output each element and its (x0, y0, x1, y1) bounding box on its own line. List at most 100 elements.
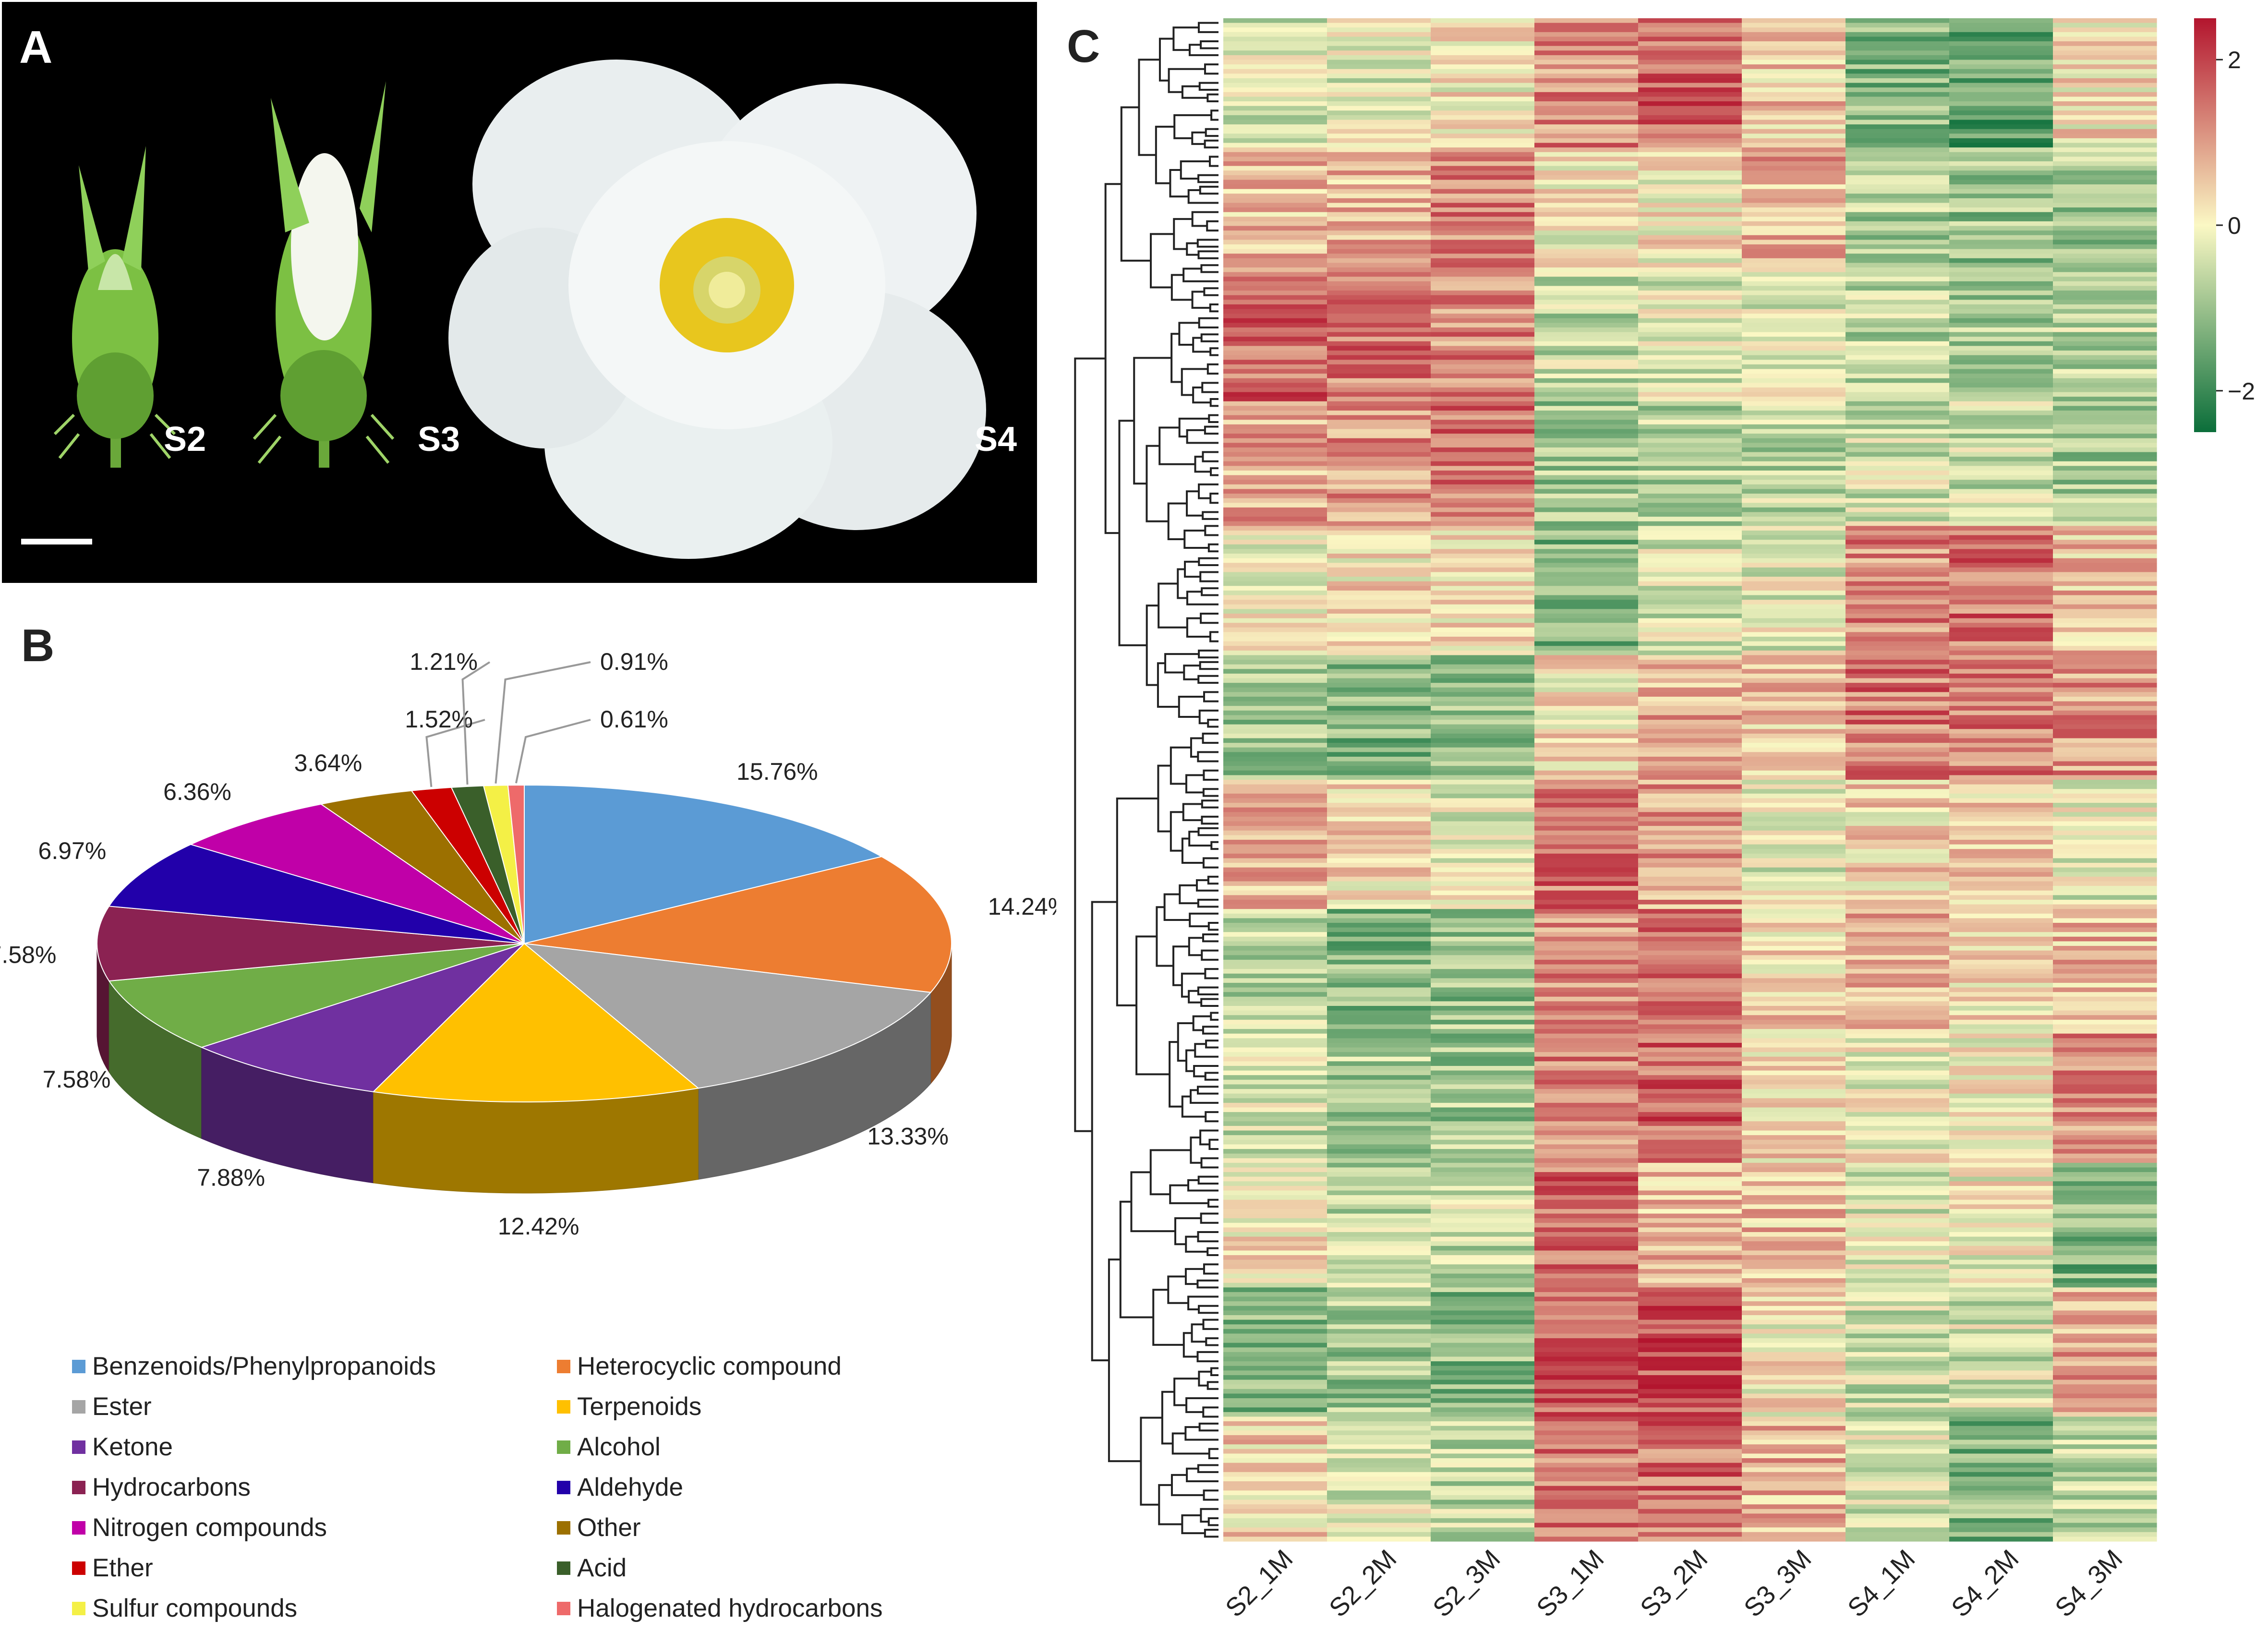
heatmap-cell (1327, 1361, 1431, 1367)
heatmap-cell (1638, 64, 1742, 70)
heatmap-cell (1638, 420, 1742, 425)
heatmap-cell (1638, 1176, 1742, 1182)
heatmap-cell (1846, 530, 1950, 536)
heatmap-cell (1742, 406, 1846, 411)
heatmap-cell (1223, 973, 1327, 979)
heatmap-cell (1534, 738, 1639, 743)
heatmap-cell (1223, 1301, 1327, 1306)
heatmap-cell (1742, 507, 1846, 513)
heatmap-cell (1431, 337, 1535, 342)
heatmap-cell (1742, 27, 1846, 33)
heatmap-cell (1949, 627, 2053, 633)
heatmap-cell (1949, 987, 2053, 992)
heatmap-cell (1949, 198, 2053, 204)
heatmap-cell (1742, 1079, 1846, 1085)
heatmap-cell (2053, 761, 2157, 766)
heatmap-cell (1638, 1486, 1742, 1491)
heatmap-cell (1431, 484, 1535, 490)
heatmap-cell (1534, 1089, 1639, 1094)
heatmap-cell (1949, 835, 2053, 840)
heatmap-cell (1327, 110, 1431, 116)
heatmap-cell (1846, 1476, 1950, 1482)
heatmap-cell (1742, 1084, 1846, 1089)
heatmap-cell (1742, 1421, 1846, 1427)
heatmap-cell (1223, 909, 1327, 914)
heatmap-cell (1223, 1527, 1327, 1533)
heatmap-cell (1846, 715, 1950, 720)
heatmap-cell (1638, 544, 1742, 549)
heatmap-cell (1327, 1366, 1431, 1371)
heatmap-cell (1534, 780, 1639, 785)
heatmap-cell (2053, 678, 2157, 683)
heatmap-cell (1638, 120, 1742, 125)
heatmap-cell (1431, 1467, 1535, 1473)
heatmap-cell (1223, 876, 1327, 882)
heatmap-cell (1638, 710, 1742, 716)
heatmap-cell (1223, 254, 1327, 259)
heatmap-cell (1223, 1500, 1327, 1505)
heatmap-cell (2053, 424, 2157, 430)
heatmap-cell (1846, 318, 1950, 323)
heatmap-cell (2053, 1292, 2157, 1297)
heatmap-cell (2053, 946, 2157, 951)
heatmap-cell (1534, 60, 1639, 65)
heatmap-cell (1327, 710, 1431, 716)
heatmap-cell (1742, 895, 1846, 900)
heatmap-cell (1949, 1144, 2053, 1149)
heatmap-cell (1534, 1121, 1639, 1126)
heatmap-cell (1846, 27, 1950, 33)
heatmap-cell (1223, 175, 1327, 181)
row-dendrogram (1074, 22, 1218, 1538)
heatmap-cell (1534, 641, 1639, 646)
heatmap-cell (1431, 1444, 1535, 1450)
heatmap-cell (1638, 701, 1742, 706)
heatmap-cell (1534, 1056, 1639, 1062)
heatmap-cell (1534, 895, 1639, 900)
heatmap-cell (1223, 217, 1327, 222)
heatmap-cell (2053, 563, 2157, 568)
heatmap-cell (1846, 1019, 1950, 1025)
heatmap-cell (1638, 1338, 1742, 1343)
heatmap-cell (1327, 1213, 1431, 1219)
heatmap-cell (1638, 563, 1742, 568)
heatmap-cell (1846, 1301, 1950, 1306)
heatmap-cell (1742, 1398, 1846, 1403)
heatmap-cell (1949, 332, 2053, 337)
heatmap-cell (2053, 466, 2157, 471)
heatmap-cell (1846, 230, 1950, 236)
heatmap-cell (1742, 1061, 1846, 1066)
heatmap-cell (1223, 637, 1327, 642)
heatmap-cell (1327, 115, 1431, 121)
heatmap-cell (2053, 401, 2157, 407)
heatmap-cell (1431, 295, 1535, 300)
heatmap-cell (1431, 1158, 1535, 1163)
heatmap-cell (2053, 969, 2157, 974)
heatmap-cell (1327, 646, 1431, 651)
heatmap-cell (1638, 166, 1742, 171)
heatmap-cell (1742, 1278, 1846, 1283)
heatmap-cell (1846, 600, 1950, 605)
heatmap-cell (1846, 1352, 1950, 1357)
heatmap-cell (1431, 87, 1535, 93)
heatmap-cell (1742, 1029, 1846, 1034)
heatmap-cell (1223, 918, 1327, 923)
heatmap-cell (2053, 1287, 2157, 1293)
heatmap-cell (1846, 170, 1950, 176)
legend-label: Ether (92, 1554, 153, 1582)
heatmap-cell (1327, 1356, 1431, 1362)
heatmap-cell (1949, 1038, 2053, 1043)
heatmap-cell (1223, 706, 1327, 711)
heatmap-cell (1431, 1250, 1535, 1256)
heatmap-cell (1742, 258, 1846, 264)
heatmap-cell (2053, 1379, 2157, 1385)
heatmap-cell (1846, 1472, 1950, 1477)
heatmap-cell (1327, 729, 1431, 734)
heatmap-cell (1223, 1426, 1327, 1431)
heatmap-cell (1949, 240, 2053, 245)
heatmap-cell (1846, 272, 1950, 277)
heatmap-cell (1949, 1463, 2053, 1468)
heatmap-cell (1949, 946, 2053, 951)
heatmap-cell (2053, 586, 2157, 591)
heatmap-cell (1742, 1065, 1846, 1071)
heatmap-cell (1431, 807, 1535, 812)
